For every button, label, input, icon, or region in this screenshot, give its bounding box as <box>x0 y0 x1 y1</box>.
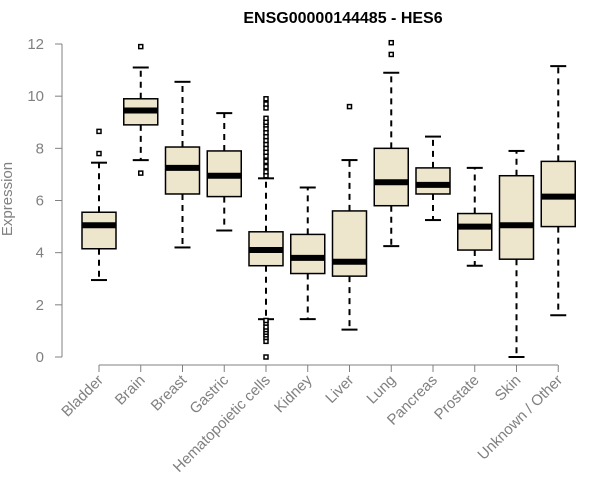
iqr-box <box>415 167 451 195</box>
box-8 <box>415 135 451 222</box>
x-tick-label: Breast <box>148 371 191 414</box>
box-9 <box>457 166 493 267</box>
iqr-box <box>373 147 409 207</box>
outlier-point <box>263 169 269 175</box>
y-axis-ticks: 0 2 4 6 8 10 12 <box>27 36 62 366</box>
outlier-point <box>263 163 269 170</box>
y-tick-label: 6 <box>36 193 44 210</box>
box-2 <box>164 80 201 249</box>
iqr-box <box>331 210 368 277</box>
boxes-group <box>81 39 576 360</box>
box-10 <box>498 149 535 358</box>
outlier-point <box>263 96 269 102</box>
outlier-point <box>388 39 394 46</box>
box-3 <box>206 112 242 232</box>
outlier-point <box>263 158 269 165</box>
y-tick-label: 4 <box>36 245 44 262</box>
outlier-point <box>96 128 102 135</box>
y-tick-label: 12 <box>27 36 44 53</box>
outlier-point <box>96 150 102 157</box>
iqr-box <box>457 212 493 251</box>
y-tick-label: 8 <box>36 140 44 157</box>
outlier-point <box>138 43 144 50</box>
outlier-point <box>263 101 269 107</box>
x-tick-label: Liver <box>322 372 357 407</box>
x-tick-label: Bladder <box>58 372 107 421</box>
outlier-point <box>263 115 269 122</box>
x-tick-label: Lung <box>363 372 399 408</box>
outlier-point <box>263 354 269 360</box>
outlier-point <box>346 103 353 110</box>
y-tick-label: 10 <box>27 88 44 105</box>
box-6 <box>331 103 368 331</box>
outlier-point <box>138 170 144 176</box>
box-4 <box>248 96 284 360</box>
outlier-point <box>263 317 269 324</box>
box-0 <box>81 128 117 282</box>
x-tick-label: Brain <box>112 372 149 409</box>
box-11 <box>540 65 576 317</box>
y-axis-title: Expression <box>0 162 16 236</box>
iqr-box <box>290 233 326 275</box>
box-7 <box>373 39 409 248</box>
x-tick-label: Skin <box>492 372 525 405</box>
box-1 <box>123 43 159 176</box>
y-tick-label: 2 <box>36 297 44 314</box>
box-5 <box>290 186 326 321</box>
y-tick-label: 0 <box>36 349 44 366</box>
outlier-point <box>388 51 394 58</box>
x-tick-label: Prostate <box>431 372 483 424</box>
iqr-box <box>498 174 535 260</box>
x-tick-label: Kidney <box>271 371 316 416</box>
iqr-box <box>81 211 117 250</box>
chart-title: ENSG00000144485 - HES6 <box>243 10 442 27</box>
